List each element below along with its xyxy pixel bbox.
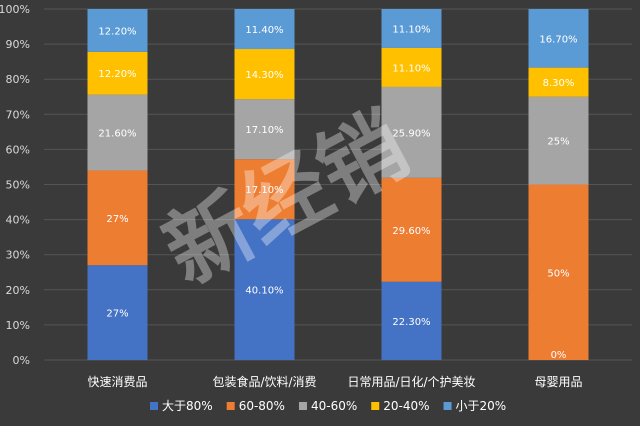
bar-segment [234, 99, 295, 160]
x-category-label: 日常用品/日化/个护美妆 [347, 375, 475, 389]
data-label: 0% [551, 350, 567, 361]
bars [87, 9, 589, 360]
data-label: 40.10% [245, 286, 283, 297]
data-label: 14.30% [245, 70, 283, 81]
bar-segment [87, 170, 148, 266]
data-label: 50% [547, 268, 569, 279]
legend-swatch [226, 402, 235, 410]
bar-segment [381, 177, 442, 282]
bar-segment [234, 49, 295, 100]
legend-swatch [150, 402, 158, 410]
y-tick-label: 90% [6, 38, 30, 51]
data-label: 11.10% [392, 24, 430, 35]
x-category-label: 母婴用品 [534, 375, 582, 389]
bar-segment [381, 9, 442, 48]
legend-item: 20-40% [383, 399, 429, 413]
data-label: 12.20% [98, 69, 136, 80]
y-axis-ticks: 0% 10% 20% 30% 40% 50% 60% 70% 80% 90% 100% [0, 3, 30, 367]
legend-swatch [371, 402, 380, 410]
data-label: 17.10% [245, 125, 283, 136]
legend-item: 40-60% [311, 399, 357, 413]
x-axis-categories: 快速消费品 包装食品/饮料/消费 日常用品/日化/个护美妆 母婴用品 [87, 374, 582, 389]
legend-item: 小于20% [456, 399, 507, 413]
bar-segment [528, 67, 589, 97]
bar-segment [234, 219, 295, 360]
legend-item: 60-80% [239, 399, 285, 413]
y-tick-label: 80% [6, 73, 30, 86]
data-labels: 27% 27% 21.60% 12.20% 12.20% 40.10% 17.10% 17.1… [98, 24, 577, 361]
data-label: 16.70% [539, 34, 577, 45]
data-label: 27% [106, 309, 128, 320]
y-tick-label: 10% [6, 319, 30, 332]
y-tick-label: 0% [13, 354, 30, 367]
data-label: 22.30% [392, 317, 430, 328]
y-tick-label: 20% [6, 284, 30, 297]
bar-segment [87, 94, 148, 171]
data-label: 25.90% [392, 128, 430, 139]
bar-segment [381, 86, 442, 178]
bar-segment [87, 51, 148, 95]
data-label: 27% [106, 214, 128, 225]
legend-item: 大于80% [162, 399, 213, 413]
y-tick-label: 50% [6, 179, 30, 192]
data-label: 8.30% [543, 78, 575, 89]
x-category-label: 包装食品/饮料/消费 [212, 374, 316, 389]
bar-segment [528, 9, 589, 68]
y-tick-label: 70% [6, 108, 30, 121]
bar-segment [381, 47, 442, 87]
bar-segment [87, 265, 148, 360]
bar-segment [381, 281, 442, 360]
y-tick-label: 30% [6, 249, 30, 262]
data-label: 11.10% [392, 63, 430, 74]
bar-segment [234, 9, 295, 50]
bar-segment [87, 9, 148, 52]
y-tick-label: 40% [6, 214, 30, 227]
legend-swatch [298, 402, 307, 410]
x-category-label: 快速消费品 [87, 375, 147, 389]
y-tick-label: 60% [6, 143, 30, 156]
legend: 大于80% 60-80% 40-60% 20-40% 小于20% [150, 399, 506, 413]
y-tick-label: 100% [0, 3, 30, 16]
legend-swatch [443, 402, 452, 410]
data-label: 11.40% [245, 25, 283, 36]
bar-segment [234, 159, 295, 220]
bar-segment [528, 184, 589, 360]
data-label: 29.60% [392, 226, 430, 237]
data-label: 21.60% [98, 129, 136, 140]
bar-segment [528, 96, 589, 185]
data-label: 25% [547, 137, 569, 148]
data-label: 17.10% [245, 185, 283, 196]
data-label: 12.20% [98, 26, 136, 37]
